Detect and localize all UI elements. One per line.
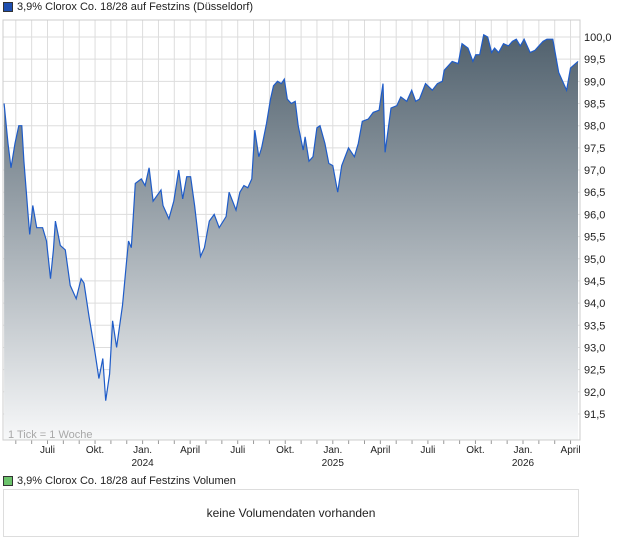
plot-frame <box>2 19 581 441</box>
y-tick-label: 93,5 <box>584 320 605 332</box>
y-tick-label: 99,5 <box>584 54 605 66</box>
price-area <box>4 34 579 441</box>
price-legend: 3,9% Clorox Co. 18/28 auf Festzins (Düss… <box>3 1 253 13</box>
x-tick-label: Juli <box>230 445 245 456</box>
y-tick-label: 100,0 <box>584 32 612 44</box>
x-year-label: 2026 <box>512 458 535 469</box>
y-tick-label: 97,0 <box>584 165 605 177</box>
volume-legend: 3,9% Clorox Co. 18/28 auf Festzins Volum… <box>3 475 236 487</box>
x-tick-label: April <box>180 445 200 456</box>
volume-legend-swatch <box>3 476 13 486</box>
volume-panel: keine Volumendaten vorhanden <box>3 489 579 537</box>
y-tick-label: 93,0 <box>584 342 605 354</box>
x-tick-label: Juli <box>420 445 435 456</box>
x-year-label: 2024 <box>131 458 154 469</box>
y-tick-label: 97,5 <box>584 143 605 155</box>
volume-legend-label: 3,9% Clorox Co. 18/28 auf Festzins Volum… <box>17 475 236 487</box>
y-tick-label: 94,5 <box>584 276 605 288</box>
x-tick-label: Jan. <box>323 445 342 456</box>
y-tick-label: 99,0 <box>584 76 605 88</box>
price-legend-swatch <box>3 2 13 12</box>
y-tick-label: 98,5 <box>584 99 605 111</box>
volume-empty-message: keine Volumendaten vorhanden <box>206 506 376 520</box>
x-tick-label: Jan. <box>514 445 533 456</box>
y-tick-label: 91,5 <box>584 409 605 421</box>
x-tick-label: Okt. <box>276 445 294 456</box>
y-tick-label: 95,5 <box>584 232 605 244</box>
y-tick-label: 98,0 <box>584 121 605 133</box>
x-tick-label: Okt. <box>86 445 104 456</box>
y-tick-label: 96,0 <box>584 209 605 221</box>
x-tick-label: Jan. <box>133 445 152 456</box>
tick-note: 1 Tick = 1 Woche <box>8 429 92 441</box>
x-tick-label: Okt. <box>466 445 484 456</box>
y-tick-label: 95,0 <box>584 254 605 266</box>
x-year-label: 2025 <box>322 458 345 469</box>
y-tick-label: 92,5 <box>584 365 605 377</box>
x-tick-label: April <box>370 445 390 456</box>
x-tick-label: Juli <box>40 445 55 456</box>
price-legend-label: 3,9% Clorox Co. 18/28 auf Festzins (Düss… <box>17 1 253 13</box>
y-tick-label: 92,0 <box>584 387 605 399</box>
y-tick-label: 94,0 <box>584 298 605 310</box>
price-chart: 91,5 92,0 92,5 93,0 93,5 94,0 94,5 95,0 95,5 96,0… <box>2 19 612 469</box>
y-tick-label: 96,5 <box>584 187 605 199</box>
price-line <box>3 33 579 401</box>
x-tick-label: April <box>561 445 581 456</box>
